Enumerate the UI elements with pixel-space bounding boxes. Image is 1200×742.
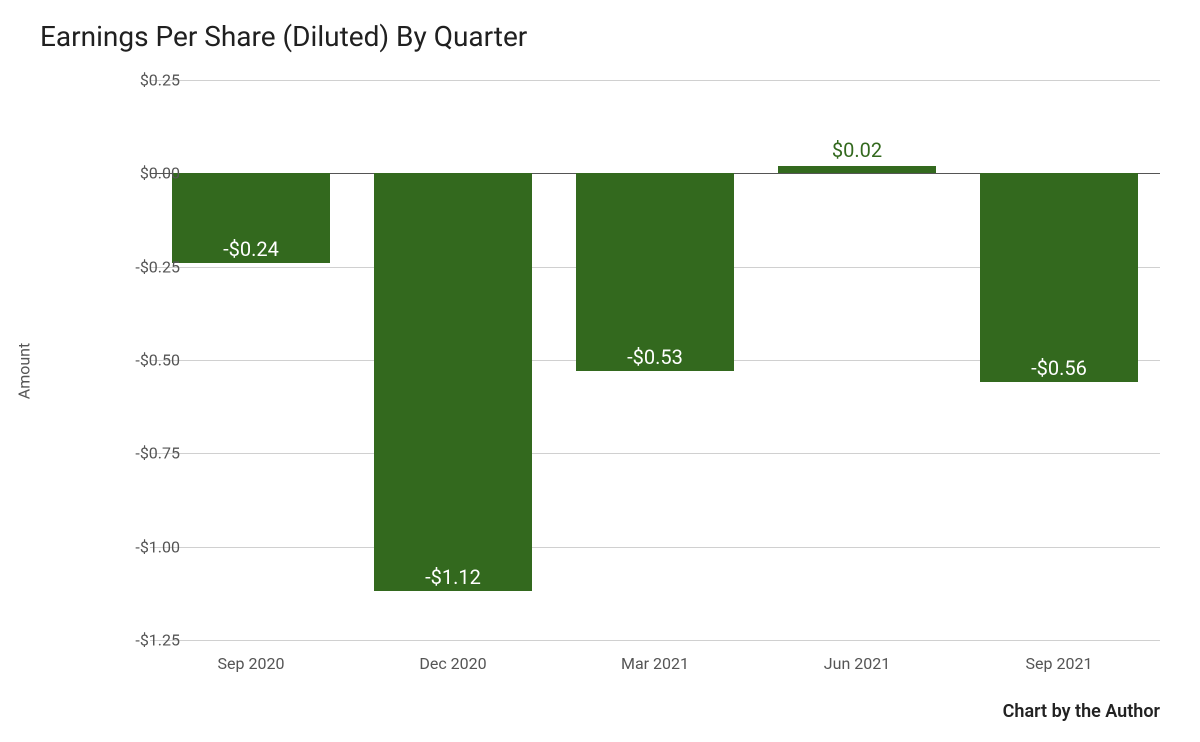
y-tick-label: -$0.50	[135, 351, 180, 370]
eps-bar-chart: Earnings Per Share (Diluted) By Quarter …	[0, 0, 1200, 742]
chart-title: Earnings Per Share (Diluted) By Quarter	[40, 20, 527, 53]
gridline	[150, 547, 1160, 548]
bar-value-label: -$0.24	[172, 237, 330, 261]
chart-credit: Chart by the Author	[1003, 701, 1160, 722]
bar-value-label: -$1.12	[374, 565, 532, 589]
bar	[374, 173, 532, 591]
x-category-label: Mar 2021	[621, 654, 689, 673]
y-tick-label: -$1.00	[135, 537, 180, 556]
y-tick-label: -$0.25	[135, 257, 180, 276]
gridline	[150, 640, 1160, 641]
x-category-label: Dec 2020	[419, 654, 486, 673]
y-tick-label: -$1.25	[135, 631, 180, 650]
y-axis-label: Amount	[15, 343, 34, 399]
bar	[778, 166, 936, 173]
gridline	[150, 453, 1160, 454]
bar-value-label: -$0.56	[980, 356, 1138, 380]
y-tick-label: $0.25	[140, 71, 180, 90]
y-tick-label: $0.00	[140, 164, 180, 183]
y-tick-label: -$0.75	[135, 444, 180, 463]
bar	[980, 173, 1138, 382]
x-category-label: Jun 2021	[824, 654, 890, 673]
bar-value-label: $0.02	[778, 138, 936, 162]
gridline	[150, 80, 1160, 81]
x-category-label: Sep 2020	[218, 654, 285, 673]
plot-area: -$0.24 -$1.12 -$0.53 $0.02 -$0.56	[150, 80, 1160, 640]
bar-value-label: -$0.53	[576, 345, 734, 369]
x-category-label: Sep 2021	[1026, 654, 1093, 673]
bar	[576, 173, 734, 371]
